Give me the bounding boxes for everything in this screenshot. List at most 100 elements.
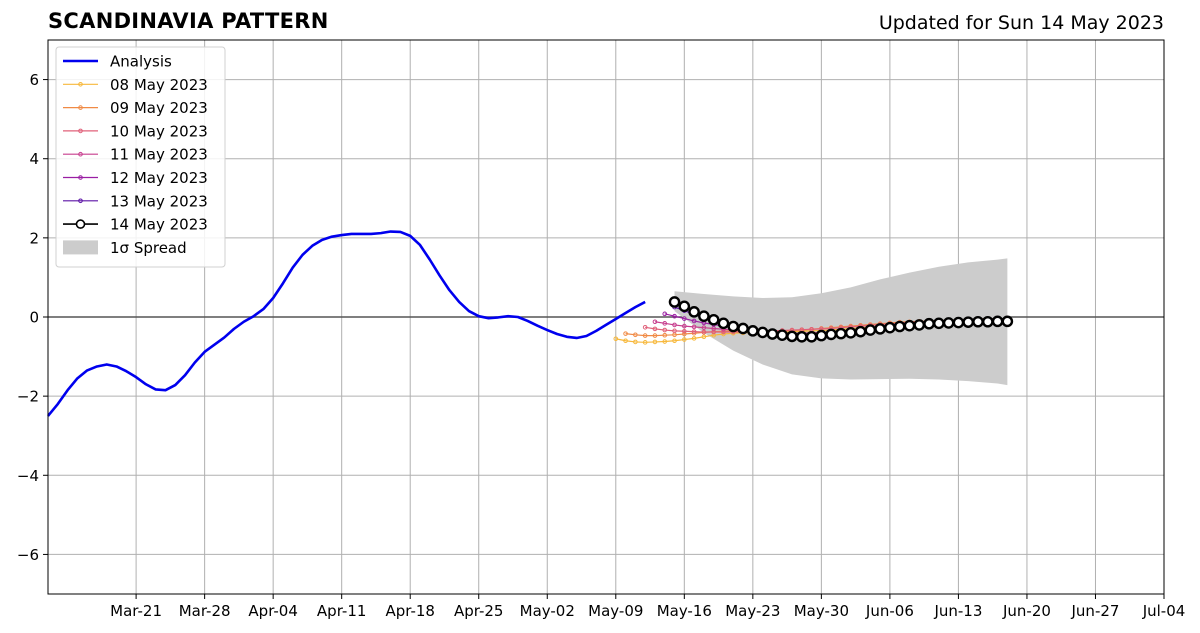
x-tick-label: Apr-25: [454, 602, 504, 620]
forecast-point: [795, 330, 808, 343]
y-tick-label: −6: [17, 546, 39, 564]
forecast-point: [633, 339, 638, 345]
x-tick-label: May-23: [725, 602, 780, 620]
forecast-point: [903, 319, 916, 332]
forecast-point: [672, 322, 677, 328]
legend-swatch: [63, 240, 98, 255]
legend-label: 08 May 2023: [110, 76, 208, 94]
forecast-point: [668, 296, 681, 308]
forecast-point: [756, 326, 769, 339]
forecast-point: [652, 326, 658, 332]
legend-label: 1σ Spread: [110, 239, 187, 257]
x-tick-label: Jun-06: [865, 602, 914, 620]
forecast-point: [962, 316, 975, 328]
forecast-point: [737, 322, 749, 335]
forecast-point: [662, 339, 668, 344]
forecast-point: [884, 321, 896, 334]
forecast-point: [688, 306, 700, 318]
forecast-point: [691, 329, 697, 334]
x-tick-label: Jun-20: [1002, 602, 1051, 620]
forecast-point: [913, 319, 926, 331]
forecast-point: [613, 336, 619, 342]
legend-marker: [78, 175, 83, 180]
forecast-point: [972, 315, 984, 328]
forecast-point: [717, 317, 730, 330]
forecast-point: [672, 328, 677, 334]
forecast-point: [952, 316, 965, 329]
legend-label: 13 May 2023: [110, 192, 208, 210]
x-tick-label: May-16: [657, 602, 712, 620]
legend-marker: [75, 219, 86, 229]
y-tick-label: −2: [17, 388, 39, 406]
forecast-point: [642, 340, 648, 345]
forecast-point: [662, 311, 668, 317]
forecast-point: [786, 330, 798, 343]
spread-band: [674, 258, 1008, 386]
x-tick-label: Mar-28: [179, 602, 231, 620]
forecast-point: [923, 317, 935, 330]
forecast-point: [805, 330, 818, 343]
forecast-point: [623, 331, 628, 336]
analysis-line: [46, 230, 646, 417]
forecast-point: [701, 329, 707, 335]
forecast-point: [678, 300, 691, 313]
x-tick-label: Apr-18: [385, 602, 435, 620]
forecast-point: [721, 329, 726, 335]
y-tick-label: −4: [17, 467, 39, 485]
legend-marker: [78, 82, 83, 87]
forecast-point: [991, 315, 1004, 328]
forecast-point: [835, 327, 847, 340]
x-tick-label: Apr-04: [248, 602, 298, 620]
forecast-point: [1001, 315, 1014, 328]
forecast-point: [701, 325, 707, 330]
legend-label: 10 May 2023: [110, 122, 208, 140]
forecast-point: [682, 316, 687, 321]
legend-marker: [78, 151, 83, 157]
y-tick-label: 6: [29, 71, 39, 89]
forecast-point: [662, 332, 668, 338]
forecast-point: [682, 331, 687, 337]
legend-label: 14 May 2023: [110, 216, 208, 234]
legend-marker: [78, 198, 83, 204]
x-tick-label: Jun-27: [1071, 602, 1120, 620]
forecast-point: [623, 338, 628, 344]
forecast-point: [698, 310, 710, 323]
legend-box: [55, 46, 226, 268]
y-tick-label: 4: [29, 150, 39, 168]
x-tick-label: May-09: [588, 602, 643, 620]
forecast-point: [707, 313, 720, 326]
forecast-point: [701, 334, 707, 340]
legend-marker: [78, 105, 83, 110]
x-tick-label: Mar-21: [110, 602, 162, 620]
forecast-point: [766, 328, 779, 340]
forecast-point: [815, 329, 828, 342]
x-tick-label: Jun-13: [933, 602, 982, 620]
forecast-point: [662, 327, 668, 333]
legend-marker: [78, 128, 83, 134]
forecast-point: [825, 328, 837, 341]
forecast-point: [776, 329, 789, 342]
legend: Analysis 08 May 2023 09 May 2023 10 May 202…: [55, 46, 226, 268]
forecast-point: [652, 339, 658, 345]
forecast-point: [642, 333, 648, 338]
forecast-point: [682, 323, 687, 329]
forecast-point: [682, 328, 687, 334]
x-tick-label: May-30: [794, 602, 849, 620]
forecast-point: [854, 325, 867, 338]
forecast-point: [691, 318, 697, 324]
forecast-point: [672, 313, 677, 319]
forecast-point: [652, 319, 658, 325]
legend-label: 11 May 2023: [110, 146, 208, 164]
forecast-point: [844, 327, 857, 339]
forecast-point: [642, 324, 648, 330]
forecast-point: [942, 317, 955, 329]
legend-label: 09 May 2023: [110, 99, 208, 117]
forecast-point: [662, 321, 668, 326]
legend-label: 12 May 2023: [110, 169, 208, 187]
forecast-point: [747, 325, 759, 337]
y-tick-label: 2: [29, 229, 39, 247]
x-tick-label: Apr-11: [317, 602, 367, 620]
forecast-point: [874, 323, 886, 335]
forecast-point: [682, 337, 687, 342]
